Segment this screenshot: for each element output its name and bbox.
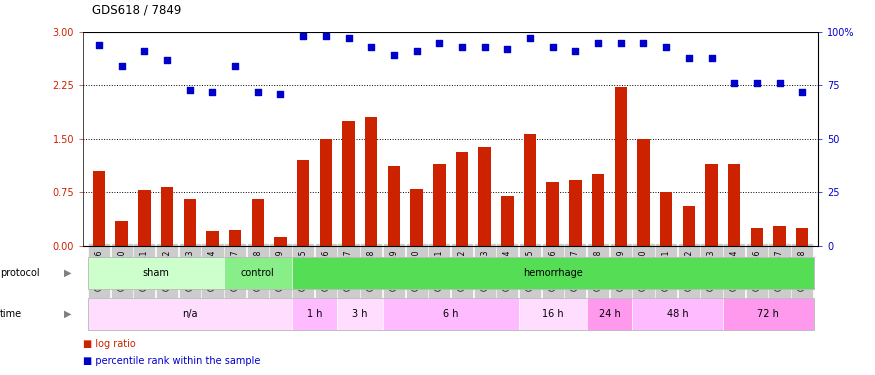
Point [546, 44, 560, 50]
Text: protocol: protocol [0, 268, 39, 278]
Bar [433, 164, 445, 246]
Bar [292, 257, 814, 289]
Bar [410, 189, 423, 246]
Point [115, 63, 129, 69]
Bar [660, 192, 672, 246]
Bar [93, 171, 105, 246]
Text: time: time [0, 309, 22, 319]
Bar [524, 134, 536, 246]
Point [387, 53, 401, 58]
Text: 48 h: 48 h [667, 309, 689, 319]
Bar [161, 187, 173, 246]
Text: 6 h: 6 h [443, 309, 458, 319]
Text: GDS618 / 7849: GDS618 / 7849 [92, 4, 181, 17]
Text: control: control [241, 268, 275, 278]
Bar [456, 152, 468, 246]
Bar [88, 257, 224, 289]
Point [410, 48, 423, 54]
Bar [274, 237, 287, 246]
Point [364, 44, 378, 50]
Bar [632, 298, 723, 330]
Text: hemorrhage: hemorrhage [523, 268, 583, 278]
Point [750, 80, 764, 86]
Point [659, 44, 673, 50]
Bar [682, 206, 695, 246]
Point [251, 89, 265, 95]
Point [613, 40, 627, 46]
Point [727, 80, 741, 86]
Bar [569, 180, 582, 246]
Bar [88, 298, 292, 330]
Point [206, 89, 220, 95]
Bar [592, 174, 605, 246]
Point [592, 40, 605, 46]
Bar [519, 298, 587, 330]
Text: sham: sham [143, 268, 169, 278]
Text: 72 h: 72 h [757, 309, 779, 319]
Bar [319, 139, 332, 246]
Bar [365, 117, 377, 246]
Bar [337, 298, 382, 330]
Bar [382, 298, 519, 330]
Bar [637, 139, 650, 246]
Point [773, 80, 787, 86]
Point [318, 33, 332, 39]
Bar [342, 121, 354, 246]
Text: 24 h: 24 h [598, 309, 620, 319]
Bar [206, 231, 219, 246]
Bar [614, 87, 627, 246]
Bar [587, 298, 632, 330]
Bar [547, 182, 559, 246]
Point [569, 48, 583, 54]
Text: 16 h: 16 h [542, 309, 564, 319]
Text: ■ percentile rank within the sample: ■ percentile rank within the sample [83, 356, 261, 366]
Bar [501, 196, 514, 246]
Point [500, 46, 514, 52]
Point [682, 54, 696, 60]
Point [92, 42, 106, 48]
Point [795, 89, 809, 95]
Point [455, 44, 469, 50]
Bar [796, 228, 808, 246]
Point [137, 48, 151, 54]
Bar [388, 166, 400, 246]
Text: ■ log ratio: ■ log ratio [83, 339, 136, 349]
Bar [224, 257, 292, 289]
Bar [774, 226, 786, 246]
Point [183, 87, 197, 93]
Text: 1 h: 1 h [307, 309, 322, 319]
Point [296, 33, 310, 39]
Bar [229, 230, 242, 246]
Bar [297, 160, 310, 246]
Point [274, 91, 288, 97]
Bar [751, 228, 763, 246]
Bar [723, 298, 814, 330]
Bar [252, 200, 264, 246]
Bar [292, 298, 337, 330]
Bar [728, 164, 740, 246]
Point [228, 63, 242, 69]
Bar [184, 200, 196, 246]
Bar [116, 220, 128, 246]
Bar [479, 147, 491, 246]
Bar [705, 164, 717, 246]
Text: ▶: ▶ [64, 268, 72, 278]
Point [341, 35, 355, 41]
Bar [138, 190, 150, 246]
Text: 3 h: 3 h [352, 309, 367, 319]
Point [478, 44, 492, 50]
Point [636, 40, 650, 46]
Point [432, 40, 446, 46]
Text: ▶: ▶ [64, 309, 72, 319]
Point [704, 54, 718, 60]
Point [523, 35, 537, 41]
Point [160, 57, 174, 63]
Text: n/a: n/a [182, 309, 198, 319]
